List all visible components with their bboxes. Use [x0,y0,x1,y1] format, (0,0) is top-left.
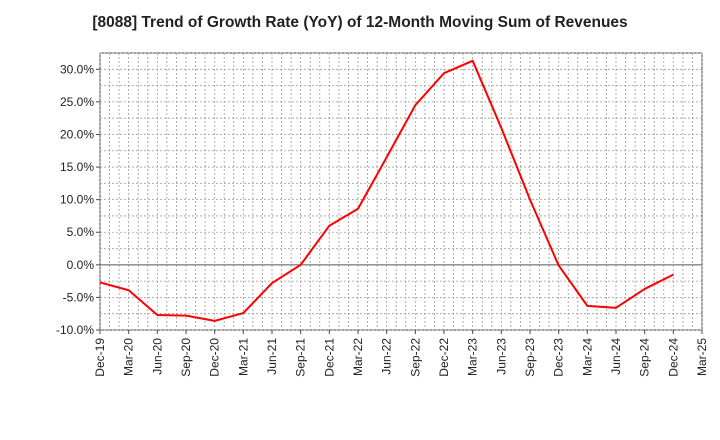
x-tick-label: Jun-24 [609,338,623,375]
x-tick-label: Dec-24 [666,338,680,377]
x-tick-label: Dec-21 [322,338,336,377]
y-tick-label: 5.0% [67,225,95,239]
x-tick-label: Mar-21 [236,338,250,376]
y-tick-label: 30.0% [60,62,94,76]
y-tick-label: 0.0% [67,258,95,272]
x-tick-label: Jun-23 [494,338,508,375]
x-tick-label: Jun-21 [265,338,279,375]
x-tick-label: Dec-23 [552,338,566,377]
x-tick-label: Mar-23 [466,338,480,376]
x-tick-label: Dec-19 [93,338,107,377]
x-tick-label: Sep-24 [638,338,652,377]
x-tick-label: Dec-20 [208,338,222,377]
y-tick-label: 15.0% [60,160,94,174]
x-tick-label: Mar-20 [122,338,136,376]
y-tick-label: 10.0% [60,193,94,207]
x-tick-label: Dec-22 [437,338,451,377]
x-tick-label: Mar-25 [695,338,709,376]
y-tick-label: -5.0% [63,290,95,304]
y-tick-label: -10.0% [56,323,94,337]
plot-frame [99,52,703,331]
chart-title: [8088] Trend of Growth Rate (YoY) of 12-… [92,14,628,31]
x-tick-label: Jun-22 [380,338,394,375]
x-tick-label: Jun-20 [150,338,164,375]
x-tick-label: Mar-22 [351,338,365,376]
x-tick-label: Sep-23 [523,338,537,377]
x-tick-label: Sep-20 [179,338,193,377]
x-tick-label: Sep-21 [294,338,308,377]
y-tick-label: 25.0% [60,95,94,109]
x-tick-label: Sep-22 [408,338,422,377]
y-tick-label: 20.0% [60,127,94,141]
x-tick-label: Mar-24 [580,338,594,376]
